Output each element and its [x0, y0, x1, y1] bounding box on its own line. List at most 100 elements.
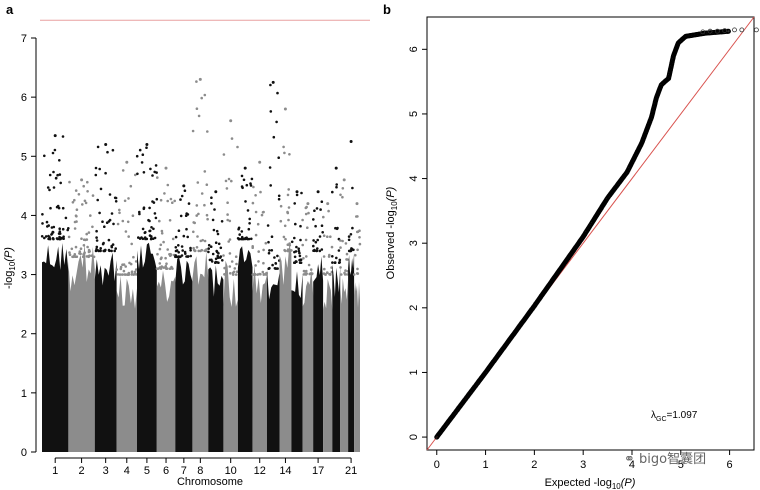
- chromosome-12-bulk: [252, 264, 267, 452]
- snp-point: [153, 212, 157, 215]
- snp-point: [103, 225, 106, 228]
- snp-point: [160, 229, 164, 233]
- snp-point: [277, 197, 281, 201]
- snp-point: [356, 267, 359, 271]
- qq-outlier-point: [707, 28, 713, 34]
- snp-point: [233, 267, 237, 270]
- snp-point: [150, 237, 153, 240]
- snp-point: [298, 261, 302, 265]
- snp-point: [48, 237, 52, 241]
- snp-point: [171, 201, 174, 204]
- snp-point: [210, 202, 213, 205]
- snp-point: [232, 270, 236, 274]
- snp-point: [132, 273, 135, 276]
- snp-point: [51, 237, 55, 240]
- snp-point: [184, 214, 188, 217]
- snp-point: [106, 150, 109, 154]
- snp-point: [240, 235, 244, 239]
- snp-point: [148, 229, 151, 233]
- snp-peak-point: [334, 166, 338, 170]
- snp-point: [104, 171, 107, 175]
- qq-x-tick-label: 0: [434, 459, 440, 471]
- snp-point: [130, 270, 134, 274]
- snp-point: [110, 249, 113, 253]
- snp-point: [153, 236, 157, 240]
- snp-point: [73, 227, 77, 230]
- snp-point: [126, 273, 130, 276]
- snp-point: [242, 178, 246, 182]
- snp-point: [75, 255, 79, 258]
- snp-point: [341, 187, 345, 190]
- chromosome-1-points: [40, 134, 70, 452]
- snp-point: [331, 190, 334, 194]
- snp-point: [138, 210, 141, 214]
- x-tick-label: 1: [52, 465, 58, 477]
- snp-point: [168, 219, 172, 222]
- snp-point: [180, 245, 184, 248]
- snp-point: [55, 237, 59, 240]
- snp-point: [56, 173, 59, 177]
- snp-point: [134, 260, 138, 263]
- snp-point: [72, 255, 75, 259]
- snp-point: [322, 215, 325, 219]
- snp-point: [119, 267, 123, 271]
- x-tick-label: 14: [279, 465, 291, 477]
- snp-point: [158, 262, 162, 265]
- snp-point: [73, 253, 77, 256]
- snp-point: [236, 145, 239, 149]
- snp-point: [173, 199, 176, 203]
- snp-point: [228, 265, 232, 268]
- snp-point: [86, 245, 89, 249]
- snp-point: [52, 170, 55, 174]
- snp-point: [82, 184, 85, 188]
- qq-x-tick-label: 3: [580, 459, 586, 471]
- snp-point: [299, 224, 302, 228]
- snp-point: [87, 254, 90, 258]
- snp-point: [95, 236, 98, 239]
- snp-point: [50, 233, 53, 236]
- snp-point: [309, 268, 313, 271]
- chromosome-5-bulk: [137, 242, 157, 452]
- snp-point: [287, 206, 291, 209]
- snp-point: [205, 183, 209, 186]
- snp-point: [200, 96, 203, 100]
- snp-point: [244, 200, 247, 203]
- qq-outlier-point: [700, 29, 706, 35]
- snp-point: [94, 166, 98, 170]
- x-tick-label: 5: [144, 465, 150, 477]
- snp-point: [356, 215, 359, 218]
- snp-point: [166, 248, 169, 251]
- snp-point: [257, 260, 260, 263]
- snp-peak-point: [214, 190, 218, 194]
- snp-point: [274, 262, 278, 265]
- snp-point: [108, 193, 112, 196]
- snp-point: [174, 246, 178, 249]
- chromosome-13-points: [266, 80, 281, 452]
- snp-point: [222, 153, 226, 156]
- snp-point: [101, 242, 105, 246]
- snp-point: [270, 235, 274, 238]
- snp-point: [247, 227, 251, 231]
- qq-x-tick-label: 4: [629, 459, 635, 471]
- snp-point: [268, 166, 272, 169]
- snp-point: [174, 254, 177, 257]
- snp-point: [226, 218, 229, 222]
- snp-point: [129, 184, 133, 188]
- qq-x-label-arg: (P): [621, 477, 636, 489]
- snp-point: [344, 269, 347, 272]
- lambda-value: =1.097: [667, 410, 698, 421]
- snp-point: [45, 220, 49, 224]
- snp-point: [335, 256, 338, 260]
- snp-point: [97, 249, 101, 253]
- snp-point: [192, 230, 195, 234]
- snp-point: [124, 265, 127, 268]
- y-tick-label: 0: [21, 447, 27, 459]
- chromosome-8-bulk: [192, 251, 209, 452]
- snp-point: [155, 197, 159, 201]
- snp-point: [62, 235, 65, 238]
- snp-point: [195, 80, 198, 83]
- chromosome-5-points: [135, 143, 159, 452]
- snp-point: [210, 196, 213, 199]
- snp-point: [203, 93, 207, 97]
- snp-point: [273, 256, 276, 259]
